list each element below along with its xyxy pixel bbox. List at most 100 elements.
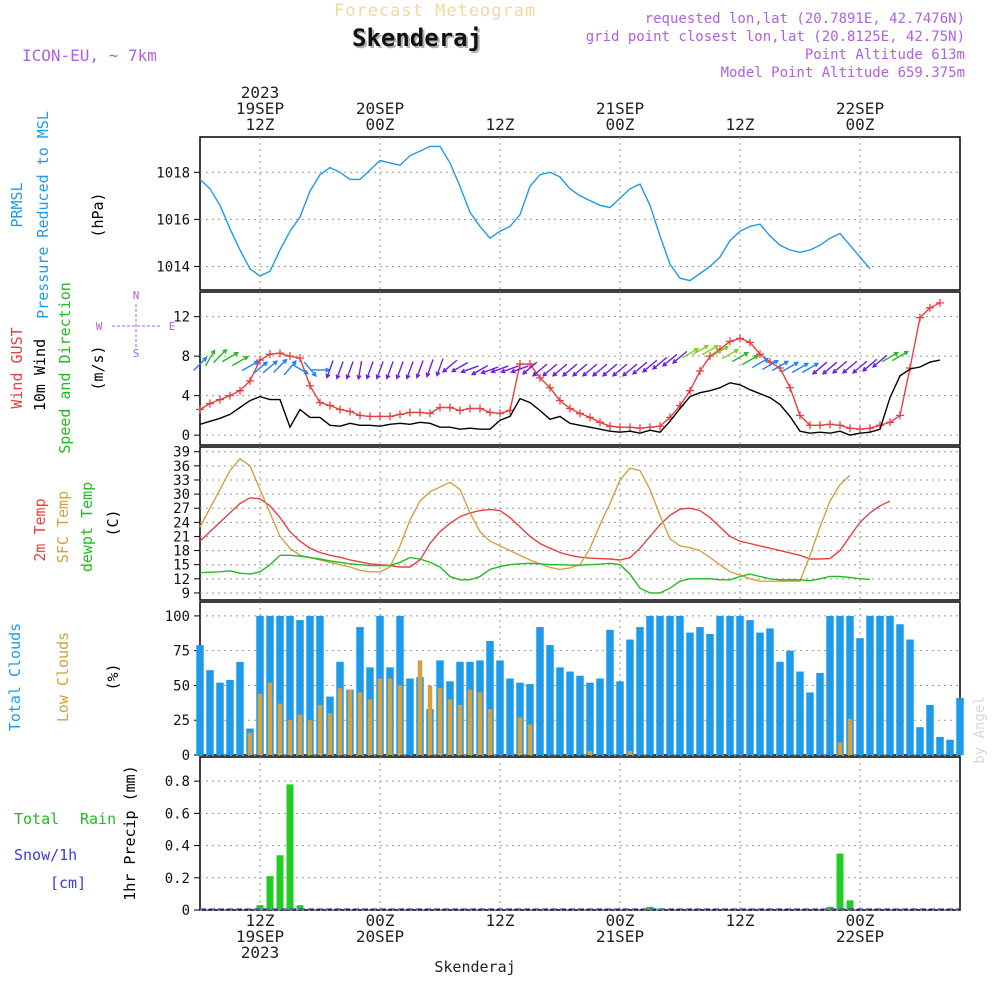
wind-direction-arrow — [436, 358, 444, 376]
wind-direction-arrow — [193, 357, 207, 371]
gust-marker — [306, 381, 314, 390]
gust-marker — [196, 405, 204, 414]
wind-direction-arrow-head — [611, 371, 618, 377]
gust-marker — [556, 396, 564, 405]
gust-marker — [226, 391, 234, 400]
wind-direction-arrow-head — [641, 367, 648, 373]
cloud-bar-total — [816, 672, 824, 755]
precip-bar — [266, 876, 274, 910]
chart-location-title: Skenderaj — [354, 26, 484, 54]
cloud-bar-total — [946, 739, 954, 755]
compass-letter: E — [169, 320, 176, 333]
wind-direction-arrow — [711, 346, 729, 357]
wind-direction-arrow — [701, 345, 719, 356]
cloud-bar-low — [267, 682, 273, 755]
gust-marker — [486, 408, 494, 417]
wind-direction-arrow-head — [303, 369, 310, 375]
cloud-bar-total — [196, 645, 204, 755]
time-label-top: 19SEP — [236, 99, 284, 118]
panel-axis-label: Total Clouds — [6, 623, 24, 731]
gust-marker — [736, 334, 744, 343]
wind-direction-arrow-head — [500, 368, 506, 374]
panel-frame — [199, 446, 961, 601]
cloud-bar-low — [327, 713, 333, 755]
wind-direction-arrow-head — [571, 371, 578, 377]
wind-direction-arrow-head — [581, 371, 588, 377]
cloud-bar-low — [277, 703, 283, 755]
gust-marker — [866, 424, 874, 433]
wind-direction-arrow-head — [723, 345, 730, 351]
wind-direction-arrow — [376, 361, 384, 379]
cloud-bar-low — [477, 692, 483, 755]
cloud-bar-low — [377, 678, 383, 755]
wind-direction-arrow — [562, 363, 578, 377]
precip-bar — [836, 853, 844, 910]
model-label: ICON-EU, ~ 7km — [22, 46, 157, 65]
wind-direction-arrow-head — [222, 348, 228, 354]
cloud-bar-total — [886, 615, 894, 755]
wind-direction-arrow — [681, 348, 699, 359]
gust-marker — [616, 423, 624, 432]
panel-frame — [199, 136, 961, 291]
wind-direction-arrow-head — [773, 359, 780, 365]
wind-direction-arrow — [241, 360, 259, 372]
wind-direction-arrow — [491, 365, 509, 373]
y-tick-label: 27 — [173, 501, 190, 517]
cloud-bar-total — [736, 615, 744, 755]
cloud-bar-total — [506, 678, 514, 755]
cloud-bar-total — [696, 627, 704, 755]
cloud-bar-total — [856, 638, 864, 755]
wind-direction-arrow — [812, 361, 828, 375]
wind-direction-arrow-head — [450, 367, 457, 373]
wind-direction-arrow — [426, 359, 434, 377]
cloud-bar-total — [236, 661, 244, 755]
wind-direction-arrow — [881, 352, 899, 363]
cloud-bar-total — [756, 632, 764, 755]
gust-marker — [756, 350, 764, 359]
gust-marker — [266, 350, 274, 359]
wind-direction-arrow-head — [233, 351, 240, 357]
gust-marker — [296, 354, 304, 363]
cloud-bar-low — [367, 699, 373, 755]
time-label-top: 00Z — [846, 115, 875, 134]
y-tick-label: 25 — [173, 713, 190, 729]
gust-marker — [416, 408, 424, 417]
cloud-bar-total — [906, 639, 914, 755]
y-tick-label: 0.2 — [165, 871, 190, 887]
time-label-bottom: 12Z — [246, 911, 275, 930]
wind-direction-arrow-head — [851, 368, 858, 374]
time-label-top: 20SEP — [356, 99, 404, 118]
gust-marker — [806, 421, 814, 430]
wind-direction-arrow-head — [365, 374, 371, 380]
y-tick-label: 0.4 — [165, 839, 190, 855]
time-label-bottom: 2023 — [241, 943, 280, 962]
wind-direction-arrow-head — [821, 369, 828, 375]
cloud-bar-low — [257, 693, 263, 755]
gust-marker — [246, 376, 254, 385]
panel-axis-label: Pressure Reduced to MSL — [34, 111, 52, 319]
cloud-bar-total — [956, 697, 964, 755]
wind-direction-arrow — [592, 363, 608, 377]
cloud-bar-total — [896, 624, 904, 755]
cloud-bar-total — [216, 682, 224, 755]
gust-marker — [606, 422, 614, 431]
gust-marker — [816, 421, 824, 430]
gust-marker — [476, 404, 484, 413]
wind-direction-arrow — [273, 359, 287, 373]
gust-marker — [446, 403, 454, 412]
cloud-bar-total — [626, 639, 634, 755]
time-label-bottom: 00Z — [846, 911, 875, 930]
cloud-bar-total — [286, 615, 294, 755]
precip-bar — [826, 906, 834, 910]
wind-direction-arrow — [386, 361, 394, 379]
cloud-bar-total — [916, 727, 924, 755]
y-tick-label: 36 — [173, 459, 190, 475]
series-line-sfc-temp — [199, 457, 851, 582]
time-label-top: 00Z — [366, 115, 395, 134]
cloud-bar-low — [447, 699, 453, 755]
gust-marker — [206, 399, 214, 408]
wind-direction-arrow-head — [753, 354, 760, 360]
cloud-bar-total — [586, 682, 594, 755]
panel-axis-label: 1hr Precip (mm) — [121, 765, 139, 900]
